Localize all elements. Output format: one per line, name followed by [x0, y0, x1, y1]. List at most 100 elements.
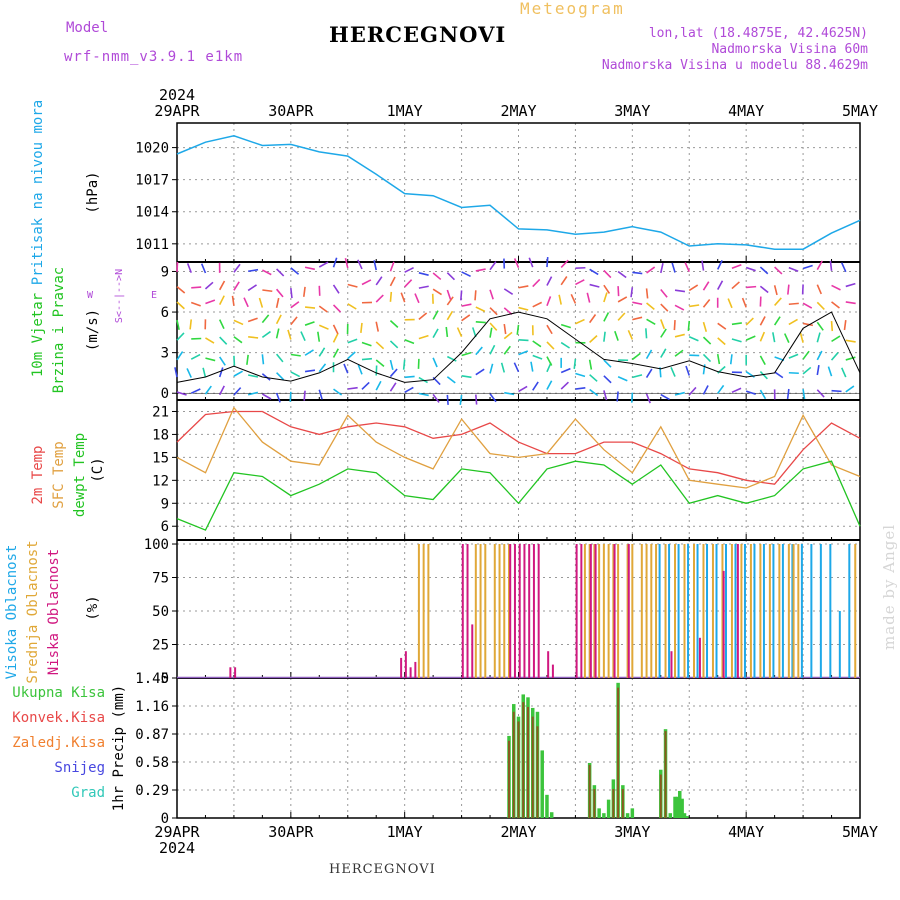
x-bottom-label: 3MAY — [614, 823, 650, 841]
wind-barb — [503, 331, 513, 340]
wind-barb — [689, 304, 700, 308]
precip-bar-total — [549, 812, 554, 818]
wind-barb — [176, 332, 185, 341]
wind-speed-line — [176, 311, 861, 383]
wind-barb — [176, 261, 179, 273]
wind-barb — [560, 276, 568, 286]
wind-barb — [670, 367, 676, 377]
wind-barb — [745, 317, 754, 326]
wind-barb — [532, 301, 543, 308]
wind-barb — [731, 387, 742, 394]
wind-barb — [404, 375, 415, 379]
wind-barb — [275, 392, 281, 403]
wind-barb — [759, 285, 769, 294]
wind-barb — [389, 382, 397, 392]
wind-barb — [233, 319, 244, 326]
wind-barb — [261, 373, 271, 381]
precip-bar-total — [673, 796, 677, 818]
wind-unit: (m/s) — [85, 309, 101, 351]
wind-barb — [202, 367, 207, 378]
precip-bar-conv — [612, 789, 615, 818]
compass-axis: S<--|-->N — [114, 269, 125, 323]
wind-barb — [674, 391, 685, 396]
wind-barb — [219, 336, 228, 345]
wind-barb — [474, 290, 477, 301]
y-tick-label: 100 — [144, 537, 169, 553]
model-name: wrf-nmm_v3.9.1 e1km — [64, 49, 244, 65]
wind-barb — [589, 374, 598, 382]
chart-frame — [176, 122, 861, 819]
wind-barb — [204, 385, 212, 395]
wind-barb — [816, 365, 820, 376]
wind-barb — [589, 283, 600, 288]
wind-barb — [318, 261, 329, 268]
y-tick-label: 0 — [161, 811, 169, 827]
wind-barb — [702, 281, 710, 291]
wind-barb — [772, 332, 776, 343]
wind-barb — [532, 354, 543, 360]
wind-barb — [745, 335, 756, 341]
wind-barb — [674, 349, 684, 357]
wind-barb — [432, 310, 439, 320]
wind-barb — [560, 323, 571, 329]
wind-barb — [404, 266, 414, 273]
wind-barb — [389, 368, 398, 378]
pressure-axis-label: Pritisak na nivou mora — [30, 100, 46, 285]
wind-barb — [247, 284, 257, 292]
pressure-unit: (hPa) — [85, 171, 101, 213]
model-label: Model — [66, 20, 109, 36]
wind-barb — [432, 328, 439, 339]
x-bottom-year: 2024 — [159, 839, 195, 857]
wind-barb — [845, 385, 855, 393]
wind-barb — [788, 266, 799, 272]
wind-barb — [460, 290, 463, 301]
wind-barb — [347, 283, 358, 288]
wind-barb — [759, 266, 769, 275]
x-bottom-label: 5MAY — [842, 823, 878, 841]
wind-barb — [588, 359, 593, 370]
wind-barb — [799, 332, 804, 343]
wind-barb — [617, 270, 627, 279]
wind-barb — [233, 281, 240, 291]
wind-barb — [332, 304, 342, 313]
y-tick-label: 18 — [152, 427, 169, 443]
y-tick-label: 1.16 — [135, 699, 169, 715]
wind-barb — [560, 259, 569, 268]
wind-barb — [446, 289, 452, 300]
wind-barb — [573, 358, 577, 369]
wind-barb — [258, 297, 264, 308]
y-tick-label: 25 — [152, 638, 169, 654]
wind-barb — [176, 285, 186, 294]
wind-barb — [204, 281, 214, 290]
wind-barb — [247, 374, 259, 378]
wind-barb — [461, 271, 471, 278]
wind-barb — [674, 289, 686, 293]
wind-barb — [418, 334, 429, 340]
wind-barb — [287, 329, 292, 340]
wind-barb — [546, 276, 553, 286]
y-tick-label: 0 — [161, 386, 169, 402]
wind-barb — [200, 263, 207, 274]
wind-barb — [575, 279, 585, 286]
wind-barb — [475, 346, 483, 356]
precip-bar-conv — [531, 716, 534, 818]
wind-barb — [332, 348, 339, 358]
wind-barb — [461, 314, 471, 322]
wind-barb — [518, 285, 529, 289]
wind-barb — [304, 306, 316, 309]
y-tick-label: 3 — [161, 346, 169, 362]
wind-barb — [262, 289, 273, 293]
wind-barb — [375, 294, 384, 303]
wind-barb — [646, 318, 656, 325]
wind-barb — [191, 286, 202, 289]
wind-barb — [575, 387, 586, 390]
cloud-axis-label-0: Visoka Oblacnost — [4, 545, 20, 680]
compass-east: E — [151, 290, 157, 301]
wind-barb — [845, 301, 856, 305]
wind-barb — [802, 264, 813, 270]
wind-barb — [332, 324, 339, 335]
station-title: HERCEGNOVI — [329, 22, 507, 47]
cloud-unit: (%) — [85, 595, 101, 620]
wind-barb — [248, 268, 259, 273]
